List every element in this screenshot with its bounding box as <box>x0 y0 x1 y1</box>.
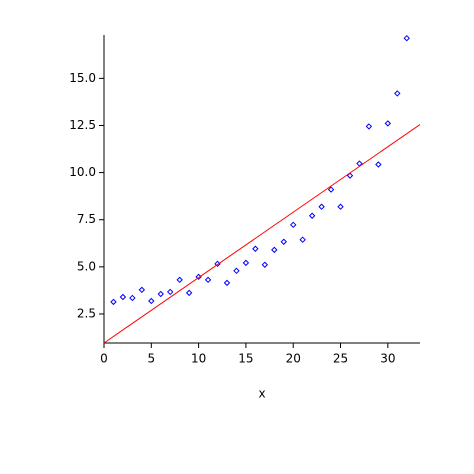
data-point <box>299 236 306 243</box>
data-point <box>384 120 392 127</box>
x-tick-label: 10 <box>191 352 206 366</box>
x-tick-label: 20 <box>286 352 301 366</box>
fit-line <box>103 124 421 344</box>
data-point <box>167 288 174 296</box>
data-point <box>261 261 269 268</box>
data-point <box>308 212 316 219</box>
x-tick-label: 5 <box>147 352 155 366</box>
x-axis-label: x <box>258 387 265 401</box>
data-point <box>138 286 146 294</box>
data-point <box>223 279 231 287</box>
data-point <box>242 259 250 267</box>
y-tick-label: 7.5 <box>77 212 96 226</box>
y-tick-label: 5.0 <box>77 259 96 273</box>
data-point <box>346 172 354 179</box>
y-tick-label: 10.0 <box>69 165 96 179</box>
data-point <box>403 34 410 42</box>
data-point <box>375 161 382 168</box>
x-tick-label: 25 <box>333 352 348 366</box>
x-tick-label: 0 <box>100 352 108 366</box>
data-point <box>176 276 183 284</box>
x-tick-label: 15 <box>238 352 253 366</box>
data-point <box>290 221 297 229</box>
data-point <box>204 276 212 284</box>
data-point <box>394 90 401 97</box>
data-point <box>148 297 155 305</box>
data-point <box>129 294 136 302</box>
data-point <box>271 246 278 254</box>
data-point <box>119 293 127 301</box>
y-tick-label: 2.5 <box>77 306 96 320</box>
data-point <box>280 238 287 245</box>
x-tick-label: 30 <box>380 352 395 366</box>
y-tick-label: 15.0 <box>69 71 96 85</box>
data-point <box>233 267 240 275</box>
data-point <box>157 290 164 298</box>
data-point <box>110 298 117 306</box>
data-point <box>252 245 259 252</box>
data-point <box>327 186 335 193</box>
data-point <box>318 203 325 210</box>
data-point <box>365 123 373 130</box>
data-point <box>337 203 344 210</box>
data-point <box>185 289 193 297</box>
y-tick-label: 12.5 <box>69 118 96 132</box>
